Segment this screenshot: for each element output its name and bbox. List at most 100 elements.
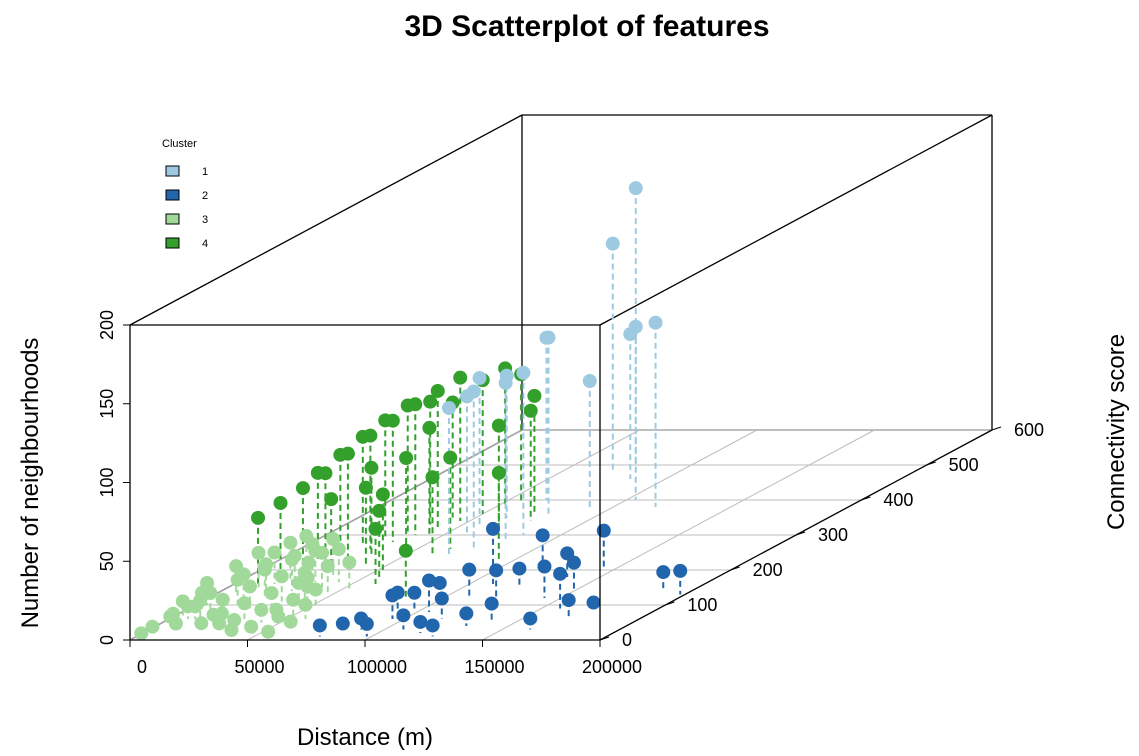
point-cluster-2 — [596, 523, 611, 538]
y-tick-label: 0 — [622, 630, 632, 650]
x-axis-title: Distance (m) — [297, 724, 433, 751]
legend-label-4: 4 — [202, 238, 208, 250]
point-cluster-3 — [342, 555, 357, 570]
point-cluster-3 — [134, 626, 149, 641]
z-tick-label: 200 — [97, 310, 117, 340]
point-cluster-2 — [396, 608, 411, 623]
point-cluster-2 — [459, 606, 474, 621]
legend-swatch-1 — [165, 165, 180, 177]
point-cluster-2 — [425, 618, 440, 633]
y-tick-label: 300 — [818, 525, 848, 545]
x-tick-label: 100000 — [347, 657, 407, 677]
point-cluster-2 — [553, 566, 568, 581]
point-cluster-4 — [398, 543, 413, 558]
y-tick-mark — [991, 426, 1002, 431]
point-cluster-3 — [242, 579, 257, 594]
point-cluster-2 — [523, 611, 538, 626]
point-cluster-1 — [541, 330, 556, 345]
point-cluster-1 — [582, 374, 597, 388]
point-cluster-4 — [491, 465, 506, 480]
point-cluster-4 — [527, 388, 542, 403]
point-cluster-2 — [537, 559, 552, 574]
plot-box-back — [129, 114, 993, 641]
point-cluster-3 — [194, 616, 209, 631]
point-cluster-3 — [320, 559, 335, 574]
point-cluster-4 — [399, 451, 414, 465]
point-cluster-4 — [491, 418, 506, 433]
legend-swatch-4 — [165, 237, 180, 249]
point-cluster-2 — [586, 595, 601, 610]
point-cluster-2 — [413, 614, 428, 629]
y-axis-ticks: 0 100 200 300 400 500 600 — [599, 420, 1044, 650]
point-cluster-2 — [407, 585, 422, 600]
point-cluster-4 — [372, 503, 387, 518]
point-cluster-4 — [295, 481, 310, 496]
point-cluster-3 — [230, 572, 245, 587]
legend-label-2: 2 — [202, 190, 208, 202]
point-cluster-2 — [561, 593, 576, 608]
z-tick-label: 50 — [97, 551, 117, 571]
point-cluster-1 — [628, 319, 643, 334]
point-cluster-4 — [425, 470, 440, 485]
point-cluster-1 — [466, 384, 481, 399]
point-cluster-4 — [375, 487, 390, 502]
legend: Cluster 1 2 3 4 — [162, 138, 208, 250]
point-cluster-4 — [340, 446, 355, 461]
point-cluster-2 — [484, 596, 499, 611]
point-cluster-3 — [254, 602, 269, 617]
point-cluster-4 — [385, 413, 400, 428]
legend-label-1: 1 — [202, 166, 208, 178]
point-cluster-2 — [673, 563, 688, 578]
point-cluster-3 — [331, 542, 346, 557]
point-cluster-4 — [324, 492, 339, 507]
point-cluster-3 — [274, 569, 289, 584]
y-tick-mark — [599, 636, 610, 641]
x-tick-label: 200000 — [582, 657, 642, 677]
z-tick-label: 100 — [97, 467, 117, 497]
point-cluster-3 — [168, 616, 183, 631]
point-cluster-3 — [203, 586, 218, 601]
point-cluster-4 — [422, 420, 437, 435]
point-cluster-4 — [523, 403, 538, 418]
legend-swatch-3 — [165, 213, 180, 225]
point-cluster-4 — [273, 495, 288, 510]
point-cluster-4 — [443, 450, 458, 465]
data-points — [134, 181, 688, 641]
y-tick-mark — [926, 461, 936, 466]
point-cluster-1 — [498, 375, 513, 390]
z-tick-label: 0 — [97, 635, 117, 645]
legend-label-3: 3 — [202, 214, 208, 226]
point-cluster-1 — [472, 371, 487, 386]
z-tick-label: 150 — [97, 389, 117, 419]
box-edge — [129, 114, 523, 326]
point-cluster-2 — [335, 616, 350, 631]
point-cluster-3 — [224, 623, 239, 638]
point-cluster-2 — [489, 563, 504, 578]
point-cluster-4 — [423, 394, 438, 409]
point-cluster-4 — [408, 397, 423, 412]
legend-swatch-2 — [165, 189, 180, 201]
y-tick-label: 600 — [1014, 420, 1044, 440]
x-tick-label: 0 — [137, 657, 147, 677]
point-cluster-1 — [516, 365, 531, 380]
point-cluster-2 — [462, 562, 477, 577]
point-cluster-2 — [312, 618, 327, 633]
point-cluster-3 — [286, 592, 301, 607]
point-cluster-3 — [271, 609, 286, 624]
point-cluster-4 — [318, 466, 333, 481]
box-edge — [599, 114, 993, 326]
point-cluster-1 — [648, 315, 663, 330]
point-cluster-2 — [390, 585, 405, 600]
point-cluster-2 — [434, 591, 449, 606]
point-cluster-4 — [364, 460, 379, 475]
y-tick-label: 400 — [883, 490, 913, 510]
y-tick-mark — [730, 566, 740, 571]
plot-box-front — [129, 324, 993, 641]
point-cluster-3 — [326, 532, 341, 547]
point-cluster-3 — [283, 535, 298, 550]
point-cluster-3 — [267, 545, 282, 560]
z-axis-ticks: 0 50 100 150 200 — [97, 310, 130, 645]
point-cluster-1 — [441, 400, 456, 415]
point-cluster-3 — [212, 616, 227, 631]
